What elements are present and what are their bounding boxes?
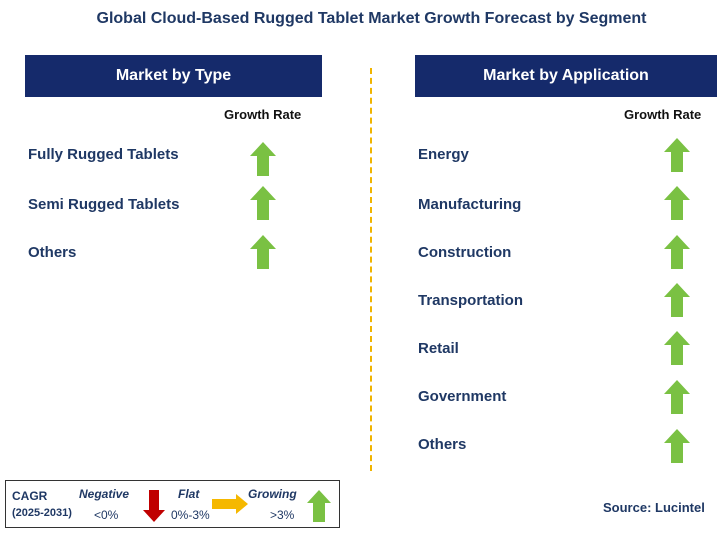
- legend-flat-label: Flat: [178, 487, 200, 501]
- up-arrow-icon: [307, 490, 331, 522]
- legend-flat-range: 0%-3%: [171, 508, 210, 522]
- type-panel-header: Market by Type: [25, 55, 322, 97]
- application-row-label: Retail: [418, 340, 459, 357]
- legend-period: (2025-2031): [12, 507, 72, 519]
- page-title: Global Cloud-Based Rugged Tablet Market …: [96, 10, 647, 27]
- legend-negative-range: <0%: [94, 508, 119, 522]
- legend-growing-range: >3%: [270, 508, 295, 522]
- type-growth-rate-label: Growth Rate: [224, 107, 302, 122]
- right-arrow-icon: [212, 494, 248, 514]
- down-arrow-icon: [143, 490, 165, 522]
- application-row-label: Energy: [418, 146, 469, 163]
- up-arrow-icon: [250, 235, 276, 269]
- application-row-label: Manufacturing: [418, 196, 522, 213]
- up-arrow-icon: [664, 235, 690, 269]
- panel-divider: [370, 68, 372, 471]
- legend-cagr-label: CAGR: [12, 489, 48, 503]
- up-arrow-icon: [664, 429, 690, 463]
- application-growth-rate-label: Growth Rate: [624, 107, 702, 122]
- cagr-legend: CAGR (2025-2031) Negative <0% Flat 0%-3%…: [5, 480, 340, 528]
- legend-growing-label: Growing: [248, 487, 297, 501]
- up-arrow-icon: [664, 283, 690, 317]
- type-row-label: Semi Rugged Tablets: [28, 196, 180, 213]
- up-arrow-icon: [250, 186, 276, 220]
- up-arrow-icon: [664, 138, 690, 172]
- application-row-label: Others: [418, 436, 467, 453]
- application-row-label: Government: [418, 388, 507, 405]
- type-row-label: Others: [28, 244, 77, 261]
- up-arrow-icon: [664, 186, 690, 220]
- type-row-label: Fully Rugged Tablets: [28, 146, 179, 163]
- up-arrow-icon: [664, 331, 690, 365]
- application-panel-header: Market by Application: [415, 55, 717, 97]
- application-row-label: Construction: [418, 244, 512, 261]
- application-row-label: Transportation: [418, 292, 524, 309]
- up-arrow-icon: [250, 142, 276, 176]
- up-arrow-icon: [664, 380, 690, 414]
- source-label: Source: Lucintel: [603, 500, 705, 515]
- legend-negative-label: Negative: [79, 487, 130, 501]
